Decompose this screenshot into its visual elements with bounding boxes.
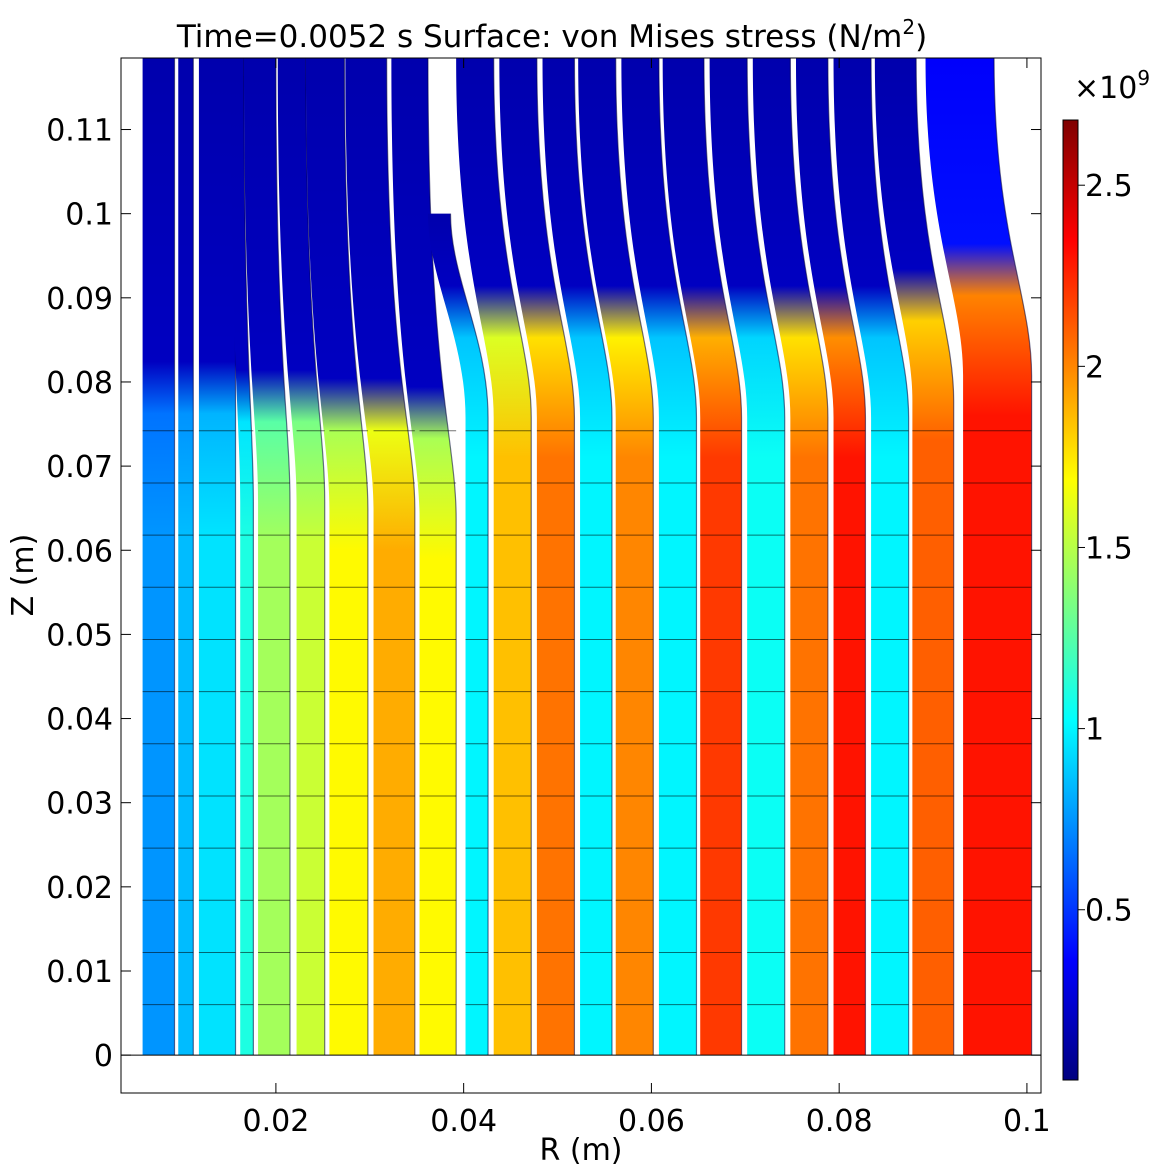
stress-layer	[578, 58, 654, 1056]
layer-edge	[789, 58, 829, 1056]
chart-title-suffix: )	[915, 19, 927, 55]
y-tick-label: 0.01	[46, 955, 113, 990]
layer-edge	[915, 58, 955, 1056]
colorbar-multiplier-exponent: 9	[1137, 66, 1150, 90]
colorbar-gradient	[1062, 119, 1079, 1081]
stress-layer	[456, 58, 532, 1056]
x-axis-label: R (m)	[539, 1133, 622, 1165]
stress-layer	[662, 58, 742, 1056]
y-tick-label: 0.05	[46, 618, 113, 653]
y-axis-label: Z (m)	[6, 534, 41, 617]
stress-layer	[709, 58, 785, 1056]
layer-edge	[703, 58, 743, 1056]
stress-layer	[752, 58, 828, 1056]
y-tick-label: 0.09	[46, 282, 113, 317]
stress-layer	[277, 58, 325, 1056]
y-tick-label: 0.08	[46, 366, 113, 401]
x-tick-label: 0.1	[1003, 1104, 1051, 1139]
stress-layer	[230, 58, 254, 1056]
layer-edge	[343, 58, 369, 1056]
chart-title: Time=0.0052 s Surface: von Mises stress …	[176, 15, 927, 55]
x-axis-ticks: 0.02 0.04 0.06 0.08 0.1	[242, 58, 1051, 1139]
y-tick-label: 0.1	[65, 198, 113, 233]
layer-edge	[615, 58, 654, 1056]
stress-layer	[345, 58, 415, 1056]
colorbar-tick-label: 0.5	[1085, 894, 1133, 929]
colorbar-ticks: 0.5 1 1.5 2 2.5	[1078, 169, 1133, 929]
stress-layer	[427, 213, 489, 1056]
x-tick-label: 0.08	[806, 1104, 873, 1139]
stress-layer	[305, 58, 368, 1056]
layer-edge	[449, 213, 489, 1056]
stress-layer	[833, 58, 909, 1056]
colorbar-multiplier-base: ×10	[1074, 71, 1137, 106]
stress-layer	[243, 58, 290, 1056]
y-tick-label: 0.06	[46, 534, 113, 569]
layer-edge	[827, 58, 867, 1056]
y-tick-label: 0.04	[46, 703, 113, 738]
layer-edge	[243, 58, 254, 1056]
plot-frame	[120, 57, 1042, 1094]
colorbar-tick-label: 1.5	[1085, 531, 1133, 566]
x-tick-label: 0.02	[242, 1104, 309, 1139]
colorbar: ×109 0.5 1 1.5 2 2.5	[1062, 66, 1150, 1081]
stress-layer	[925, 58, 1032, 1056]
stress-layer	[178, 58, 194, 1056]
x-tick-label: 0.06	[618, 1104, 685, 1139]
stress-layer	[142, 58, 175, 1056]
layer-edge	[536, 58, 576, 1056]
stress-layer	[499, 58, 575, 1056]
y-tick-label: 0.02	[46, 871, 113, 906]
layer-edge	[386, 58, 416, 1056]
colorbar-multiplier: ×109	[1074, 66, 1150, 106]
plot-area	[121, 58, 1041, 1056]
stress-layers	[142, 58, 1033, 1056]
layer-edge	[305, 58, 326, 1056]
layer-edge	[746, 58, 786, 1056]
mesh-lines	[121, 430, 1041, 1056]
stress-layer	[874, 58, 954, 1056]
layer-edge	[275, 58, 291, 1056]
colorbar-tick-label: 1	[1085, 713, 1104, 748]
stress-layer	[621, 58, 697, 1056]
colorbar-tick-label: 2	[1085, 350, 1104, 385]
layer-edge	[993, 58, 1033, 1056]
stress-layer	[795, 58, 866, 1056]
y-tick-label: 0.03	[46, 787, 113, 822]
x-tick-label: 0.04	[430, 1104, 497, 1139]
layer-edge	[427, 58, 457, 1056]
chart-title-main: Time=0.0052 s Surface: von Mises stress …	[176, 19, 903, 55]
layer-edge	[870, 58, 910, 1056]
y-tick-label: 0	[94, 1039, 113, 1074]
colorbar-tick-label: 2.5	[1085, 169, 1133, 204]
layer-edge	[493, 58, 532, 1056]
y-tick-label: 0.07	[46, 450, 113, 485]
layer-edge	[658, 58, 698, 1056]
layer-edge	[573, 58, 613, 1056]
stress-layer	[391, 58, 457, 1056]
y-axis-ticks: 0 0.01 0.02 0.03 0.04 0.05 0.06 0.07 0.08 0.09 0.1…	[46, 114, 1041, 1074]
stress-layer	[198, 58, 236, 1056]
chart-title-superscript: 2	[902, 15, 915, 39]
y-tick-label: 0.11	[46, 114, 113, 149]
stress-layer	[542, 58, 612, 1056]
